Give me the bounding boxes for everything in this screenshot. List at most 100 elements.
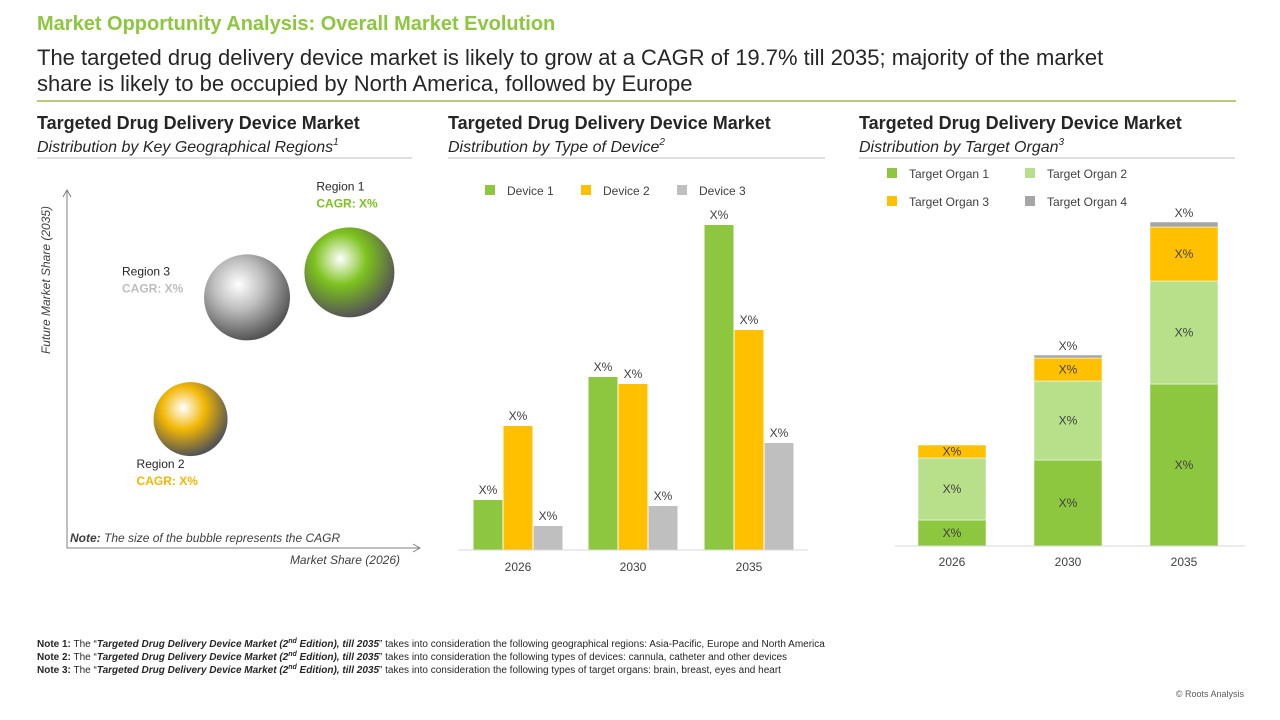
bar: [618, 384, 648, 550]
x-tick-label: 2030: [1055, 555, 1082, 569]
value-label: X%: [740, 313, 759, 327]
value-label: X%: [1175, 458, 1194, 472]
chart-title: Targeted Drug Delivery Device Market: [859, 113, 1182, 133]
chart-subtitle-sup: 2: [658, 137, 665, 148]
footnote: Note 1: The “Targeted Drug Delivery Devi…: [37, 638, 825, 650]
bar-segment: [917, 457, 987, 521]
value-label: X%: [710, 208, 729, 222]
value-label: X%: [1059, 363, 1078, 377]
footnote: Note 2: The “Targeted Drug Delivery Devi…: [37, 651, 787, 663]
footnote-sup: nd: [288, 651, 297, 658]
bar: [734, 330, 764, 550]
legend-label: Device 3: [699, 184, 746, 198]
chart-subtitle-text: Distribution by Target Organ: [859, 139, 1059, 156]
value-label: X%: [943, 482, 962, 496]
bar: [588, 377, 618, 550]
y-axis-arrow: [62, 188, 72, 198]
value-label: X%: [479, 483, 498, 497]
x-axis-label: Market Share (2026): [290, 553, 400, 567]
y-axis-label: Future Market Share (2035): [39, 206, 53, 354]
slide-subtitle: share is likely to be occupied by North …: [37, 71, 692, 96]
bar: [648, 506, 678, 550]
footnote-sup: nd: [288, 638, 297, 645]
value-label: X%: [1175, 326, 1194, 340]
chart-title: Targeted Drug Delivery Device Market: [37, 113, 360, 133]
value-label: X%: [943, 445, 962, 459]
footnote-report: Targeted Drug Delivery Device Market (2: [97, 652, 289, 663]
footnote-text: The “: [71, 652, 97, 663]
chart-subtitle-text: Distribution by Type of Device: [448, 139, 659, 156]
footnote-label: Note 1:: [37, 639, 71, 650]
footnote-label: Note 3:: [37, 665, 71, 676]
footnote-report: Edition), till 2035: [297, 665, 380, 676]
legend-swatch: [887, 168, 897, 178]
footnote-text: ” takes into consideration the following…: [379, 652, 787, 663]
footnote-text: ” takes into consideration the following…: [379, 639, 825, 650]
chart-subtitle-text: Distribution by Key Geographical Regions: [37, 139, 333, 156]
bubble: [204, 254, 291, 341]
note: Note: The size of the bubble represents …: [70, 531, 340, 545]
bubble: [304, 227, 395, 318]
bar: [764, 443, 794, 550]
bubble: [153, 382, 228, 457]
legend-swatch: [1025, 196, 1035, 206]
legend-swatch: [485, 185, 495, 195]
chart-subtitle: Distribution by Type of Device2: [448, 137, 665, 156]
footnote-report: Targeted Drug Delivery Device Market (2: [97, 639, 289, 650]
legend-label: Target Organ 2: [1047, 167, 1127, 181]
bar-segment: [1033, 354, 1103, 359]
legend-label: Device 2: [603, 184, 650, 198]
chart-subtitle: Distribution by Target Organ3: [859, 137, 1065, 156]
value-label: X%: [594, 360, 613, 374]
x-axis-arrow: [412, 543, 422, 553]
footnote-report: Targeted Drug Delivery Device Market (2: [97, 665, 289, 676]
legend-label: Target Organ 3: [909, 195, 989, 209]
legend-label: Target Organ 1: [909, 167, 989, 181]
chart-subtitle-sup: 3: [1059, 137, 1065, 148]
bar: [473, 500, 503, 550]
value-label: X%: [1059, 339, 1078, 353]
value-label: X%: [1059, 414, 1078, 428]
footnote-sup: nd: [288, 664, 297, 671]
note-label: Note:: [70, 531, 101, 545]
copyright: © Roots Analysis: [1176, 689, 1245, 699]
chart-subtitle: Distribution by Key Geographical Regions…: [37, 137, 339, 156]
bar: [503, 426, 533, 550]
value-label: X%: [1175, 206, 1194, 220]
x-tick-label: 2035: [1171, 555, 1198, 569]
x-tick-label: 2030: [620, 560, 647, 574]
footnote-label: Note 2:: [37, 652, 71, 663]
footnote-report: Edition), till 2035: [297, 639, 380, 650]
value-label: X%: [770, 426, 789, 440]
value-label: X%: [539, 509, 558, 523]
legend-swatch: [677, 185, 687, 195]
bar: [704, 225, 734, 550]
bar-segment: [1149, 280, 1219, 385]
bubble-label: CAGR: X%: [316, 196, 378, 210]
slide-subtitle: The targeted drug delivery device market…: [37, 45, 1103, 70]
value-label: X%: [1059, 496, 1078, 510]
bar-segment: [1033, 380, 1103, 461]
legend-label: Target Organ 4: [1047, 195, 1127, 209]
bar-segment: [917, 444, 987, 459]
value-label: X%: [509, 409, 528, 423]
chart-subtitle-sup: 1: [333, 137, 339, 148]
bubble-name: Region 3: [122, 264, 170, 278]
value-label: X%: [943, 526, 962, 540]
bar: [533, 526, 563, 550]
bubble-label: CAGR: X%: [122, 281, 184, 295]
bubble-label: CAGR: X%: [137, 474, 199, 488]
footnote-text: The “: [71, 665, 97, 676]
value-label: X%: [1175, 247, 1194, 261]
value-label: X%: [654, 489, 673, 503]
footnote: Note 3: The “Targeted Drug Delivery Devi…: [37, 664, 781, 676]
legend-label: Device 1: [507, 184, 554, 198]
slide-title: Market Opportunity Analysis: Overall Mar…: [37, 13, 555, 35]
footnote-text: The “: [71, 639, 97, 650]
bubble-name: Region 2: [137, 457, 185, 471]
note-text: The size of the bubble represents the CA…: [104, 531, 340, 545]
footnote-text: ” takes into consideration the following…: [379, 665, 781, 676]
value-label: X%: [624, 367, 643, 381]
